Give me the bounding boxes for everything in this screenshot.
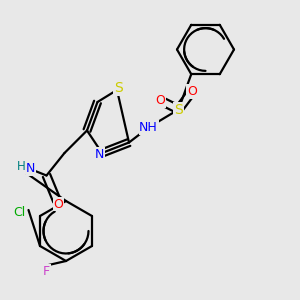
Text: S: S: [114, 82, 123, 95]
Text: F: F: [43, 265, 50, 278]
Text: H: H: [16, 160, 26, 173]
Text: S: S: [174, 103, 183, 116]
Text: O: O: [54, 197, 63, 211]
Text: O: O: [187, 85, 197, 98]
Text: O: O: [156, 94, 165, 107]
Text: N: N: [95, 148, 104, 161]
Text: N: N: [26, 162, 36, 175]
Text: Cl: Cl: [14, 206, 26, 220]
Text: NH: NH: [139, 121, 158, 134]
